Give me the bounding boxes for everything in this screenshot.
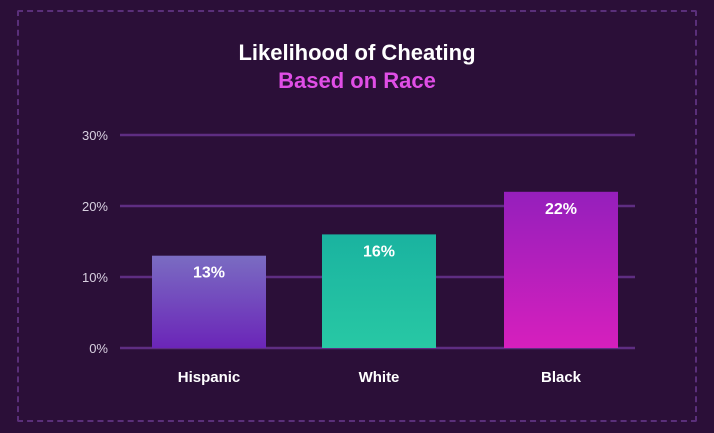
x-category-label: Hispanic: [178, 369, 241, 386]
data-label: 13%: [193, 265, 225, 282]
chart-title: Likelihood of Cheating: [238, 40, 476, 65]
dotted-border: [17, 10, 697, 422]
y-tick-label: 10%: [82, 270, 108, 285]
y-tick-label: 30%: [82, 128, 108, 143]
data-label: 22%: [545, 201, 577, 218]
y-tick-label: 0%: [89, 341, 108, 356]
bar-hispanic: [152, 255, 266, 348]
bar-black: [504, 191, 618, 348]
chart-subtitle: Based on Race: [278, 68, 436, 93]
x-category-label: White: [359, 369, 400, 386]
x-category-label: Black: [541, 369, 582, 386]
data-label: 16%: [363, 243, 395, 260]
bar-white: [322, 234, 436, 348]
y-tick-label: 20%: [82, 199, 108, 214]
